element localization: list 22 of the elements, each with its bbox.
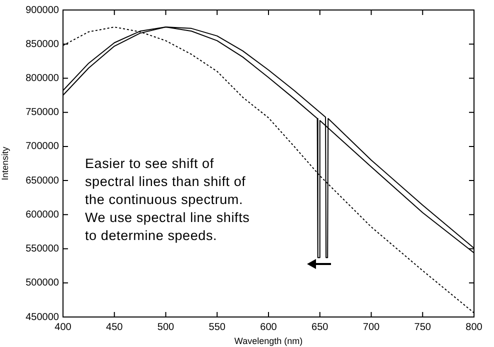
y-axis-title: Intensity	[0, 146, 10, 180]
x-tick-label: 550	[208, 322, 226, 333]
y-tick-label: 850000	[26, 38, 60, 50]
x-tick-label: 800	[466, 322, 483, 333]
annotation: Easier to see shift of spectral lines than shift of the continuous spectrum. We use spectral line shifts to determine speeds.	[85, 155, 250, 245]
y-tick-label: 550000	[26, 244, 60, 255]
y-tick-label: 500000	[26, 278, 60, 289]
y-tick-label: 750000	[26, 107, 60, 118]
x-tick-label: 750	[414, 322, 432, 333]
y-tick-label: 900000	[26, 4, 60, 16]
x-tick-label: 500	[157, 322, 175, 333]
x-tick-label: 650	[312, 322, 329, 333]
y-tick-label: 600000	[26, 209, 60, 220]
x-tick-label: 700	[362, 322, 380, 333]
y-tick-label: 700000	[26, 141, 60, 152]
y-tick-label: 450000	[26, 312, 60, 323]
x-tick-label: 600	[260, 322, 278, 333]
x-tick-label: 400	[54, 322, 72, 333]
y-tick-label: 800000	[26, 72, 60, 84]
x-tick-label: 450	[106, 322, 124, 333]
x-axis-title: Wavelength (nm)	[234, 336, 303, 346]
y-tick-label: 650000	[26, 175, 60, 186]
